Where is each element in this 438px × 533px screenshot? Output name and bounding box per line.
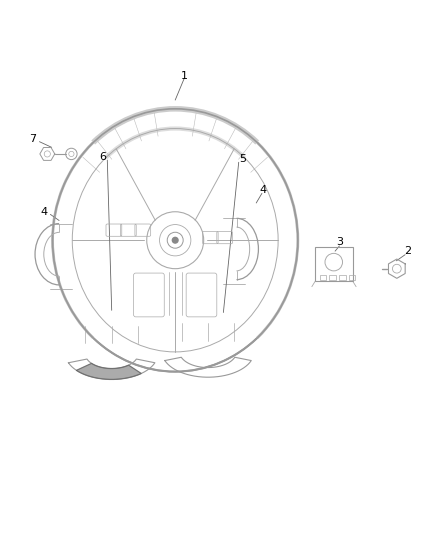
- Text: 7: 7: [29, 134, 36, 144]
- Bar: [339, 275, 346, 280]
- Text: 2: 2: [404, 246, 411, 256]
- Text: 4: 4: [40, 207, 47, 217]
- Text: 4: 4: [259, 185, 266, 195]
- Bar: [329, 275, 336, 280]
- Circle shape: [173, 237, 178, 243]
- Bar: [349, 275, 355, 280]
- Polygon shape: [77, 364, 141, 379]
- Text: 6: 6: [99, 152, 106, 162]
- Text: 1: 1: [180, 71, 187, 81]
- Text: 5: 5: [240, 154, 247, 164]
- Bar: [320, 275, 326, 280]
- Text: 3: 3: [336, 237, 343, 247]
